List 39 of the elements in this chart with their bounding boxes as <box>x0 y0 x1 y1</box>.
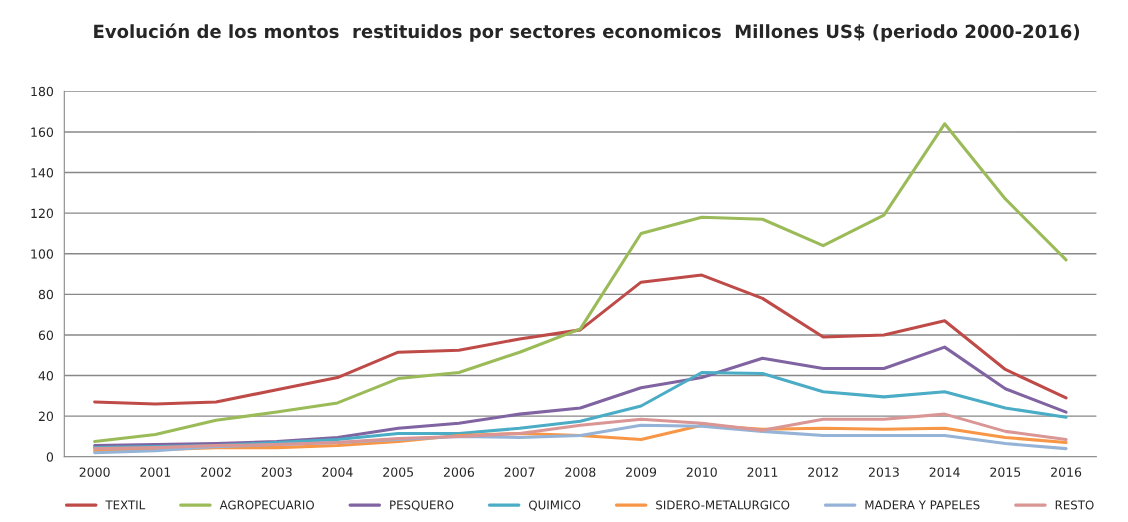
y-tick-label: 0 <box>46 452 54 462</box>
legend-label: RESTO <box>1055 500 1094 510</box>
x-tick-label: 2009 <box>626 467 657 477</box>
x-tick-label: 2016 <box>1051 467 1082 477</box>
y-tick-label: 80 <box>38 289 54 300</box>
x-tick-label: 2013 <box>868 467 899 477</box>
x-tick-label: 2015 <box>990 467 1021 477</box>
legend-label: TEXTIL <box>105 500 146 510</box>
line-series <box>93 122 1068 444</box>
x-tick-label: 2005 <box>383 467 414 477</box>
x-tick-label: 2012 <box>808 467 838 477</box>
chart-title: Evolución de los montos restituidos por sectores economicos Millones US$ (periodo 2000-2016) <box>94 23 1080 42</box>
x-tick-label: 2003 <box>261 467 292 477</box>
y-tick-label: 40 <box>38 371 54 381</box>
x-tick-label: 2010 <box>686 467 717 477</box>
legend-label: QUIMICO <box>529 500 581 511</box>
x-tick-label: 2007 <box>504 467 535 477</box>
y-tick-label: 20 <box>38 411 54 422</box>
legend-label: PESQUERO <box>390 500 454 511</box>
legend-label: AGROPECUARIO <box>219 500 314 510</box>
x-tick-label: 2000 <box>79 467 110 477</box>
y-tick-label: 100 <box>31 249 54 259</box>
y-tick-label: 120 <box>31 208 54 219</box>
line-series <box>93 273 1068 406</box>
x-tick-label: 2002 <box>201 467 231 477</box>
x-tick-label: 2001 <box>140 467 171 477</box>
line-series <box>93 412 1068 451</box>
x-tick-label: 2006 <box>443 467 475 477</box>
x-tick-label: 2004 <box>322 467 353 477</box>
line-series <box>93 345 1068 448</box>
y-tick-label: 140 <box>31 168 54 178</box>
y-tick-label: 60 <box>38 330 54 340</box>
legend-label: MADERA Y PAPELES <box>865 500 980 510</box>
legend-label: SIDERO-METALURGICO <box>656 500 790 510</box>
x-tick-label: 2008 <box>565 467 596 477</box>
y-tick-label: 160 <box>31 127 54 137</box>
x-tick-label: 2011 <box>747 467 778 477</box>
x-tick-label: 2014 <box>929 467 960 477</box>
y-tick-label: 180 <box>31 86 54 97</box>
